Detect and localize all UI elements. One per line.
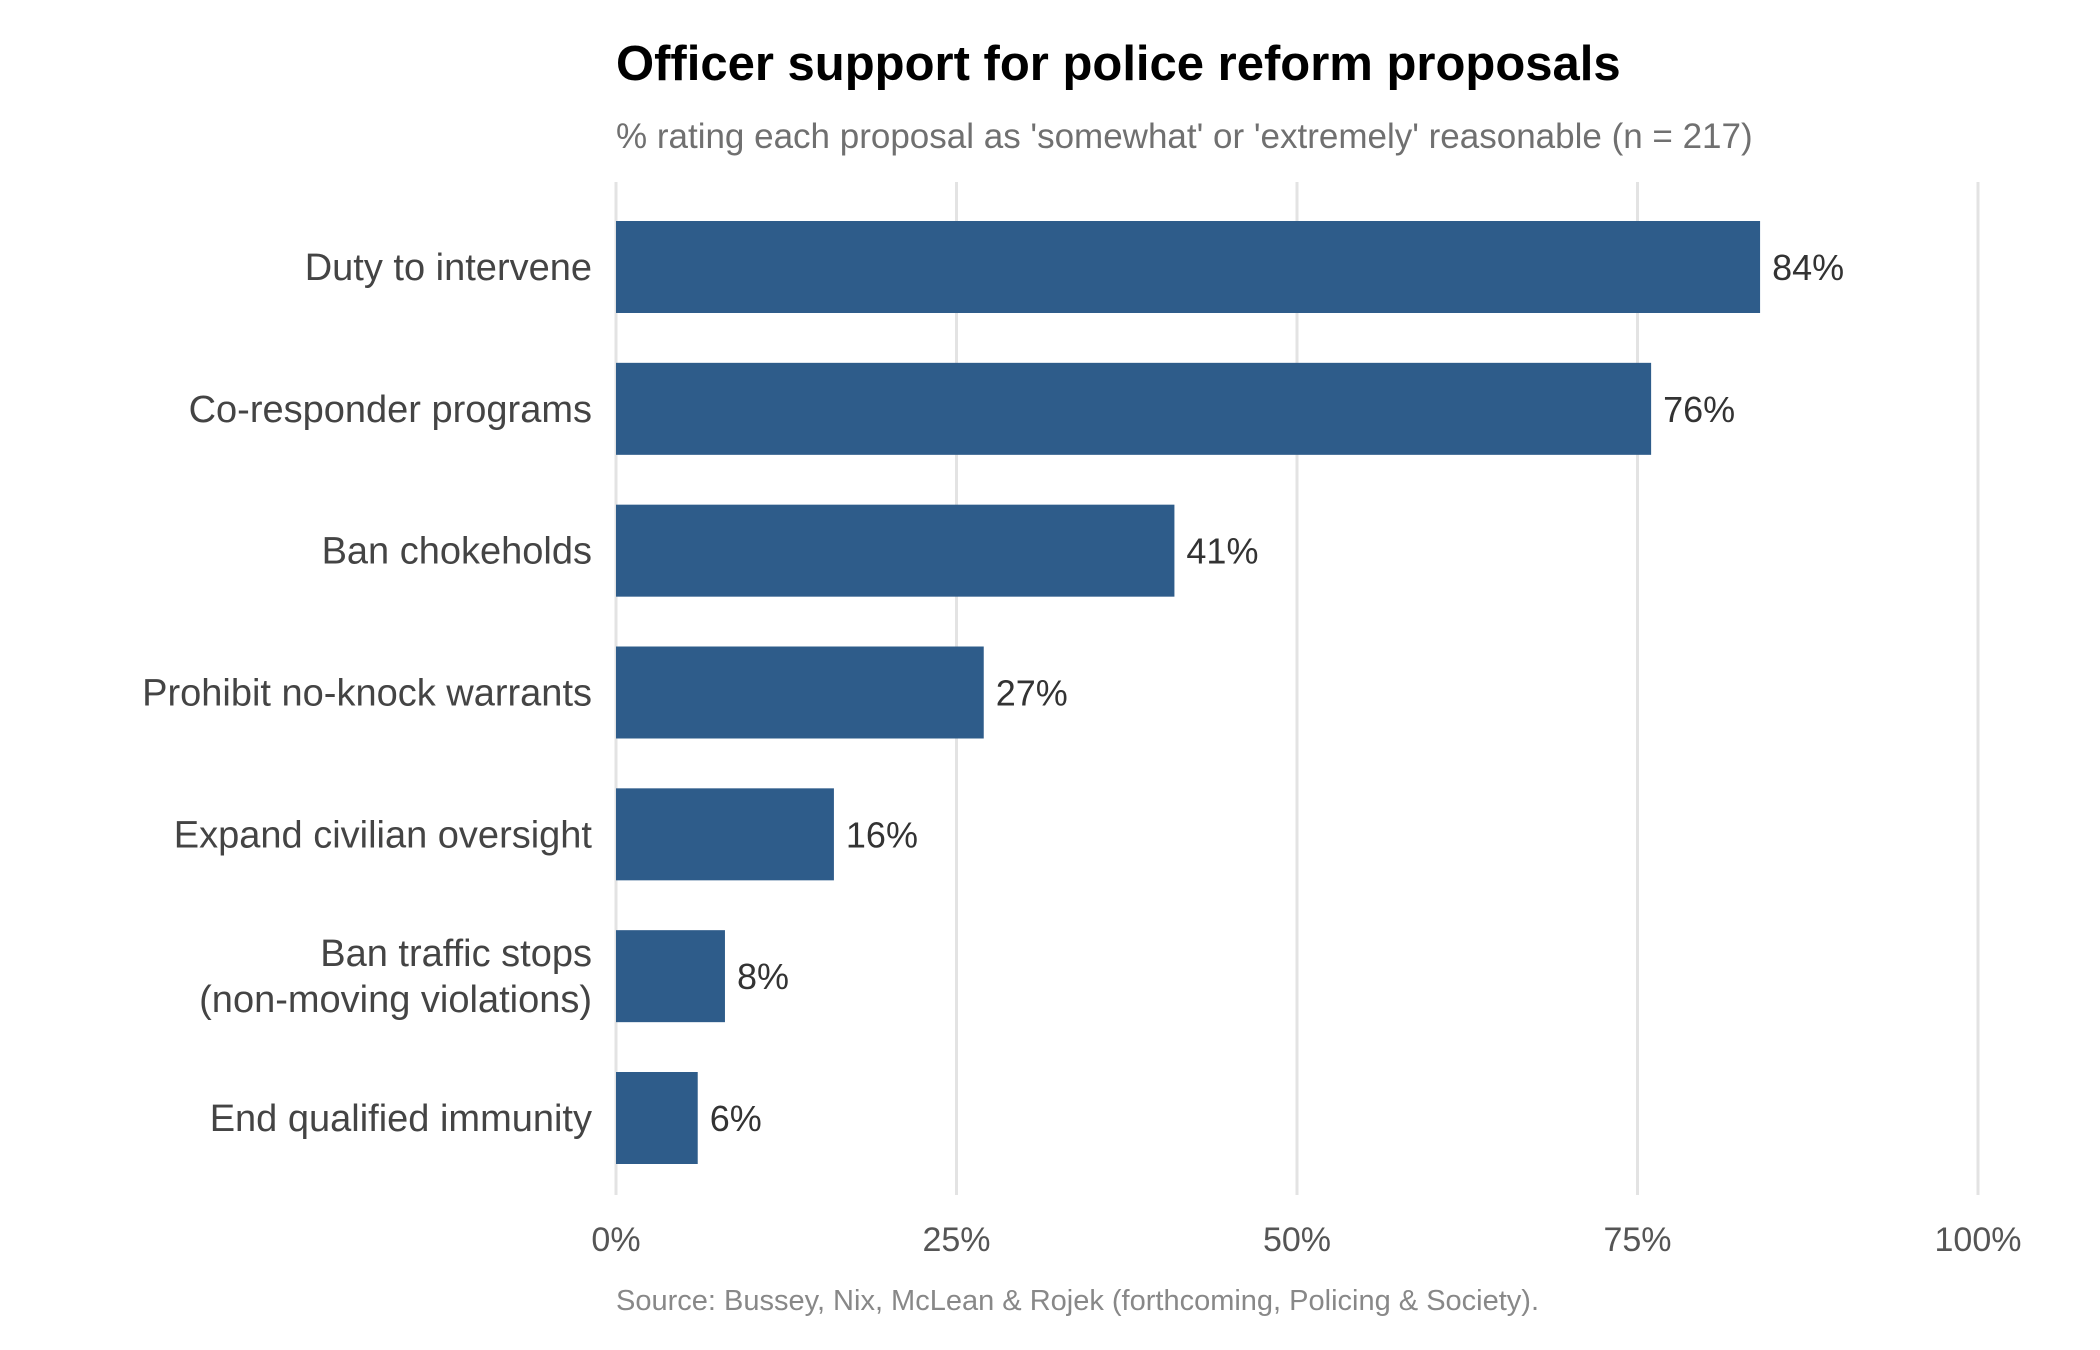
category-label: End qualified immunity: [210, 1098, 592, 1140]
bar: [616, 362, 1652, 455]
category-label: (non-moving violations): [199, 979, 592, 1021]
chart-subtitle: % rating each proposal as 'somewhat' or …: [616, 117, 1753, 156]
value-label: 27%: [996, 673, 1068, 714]
bar: [616, 788, 834, 881]
value-label: 41%: [1186, 531, 1258, 572]
x-tick-label: 100%: [1935, 1221, 2022, 1259]
chart-caption: Source: Bussey, Nix, McLean & Rojek (for…: [616, 1285, 1539, 1317]
chart-title: Officer support for police reform propos…: [616, 37, 1621, 91]
value-label: 16%: [846, 814, 918, 855]
bar: [616, 930, 725, 1023]
x-tick-label: 25%: [922, 1221, 990, 1259]
category-label: Prohibit no-knock warrants: [142, 673, 592, 715]
value-label: 84%: [1772, 247, 1844, 288]
x-tick-label: 75%: [1603, 1221, 1671, 1259]
bar: [616, 504, 1175, 597]
bar: [616, 221, 1761, 313]
value-label: 6%: [710, 1098, 762, 1139]
category-label: Ban traffic stops: [320, 933, 592, 975]
value-label: 8%: [737, 956, 789, 997]
bar: [616, 646, 984, 739]
category-label: Co-responder programs: [189, 389, 592, 431]
category-label: Duty to intervene: [305, 247, 592, 289]
bar: [616, 1072, 698, 1164]
x-tick-label: 50%: [1263, 1221, 1331, 1259]
x-tick-label: 0%: [591, 1221, 640, 1259]
category-label: Expand civilian oversight: [174, 814, 593, 856]
category-label: Ban chokeholds: [322, 531, 592, 573]
value-label: 76%: [1663, 389, 1735, 430]
